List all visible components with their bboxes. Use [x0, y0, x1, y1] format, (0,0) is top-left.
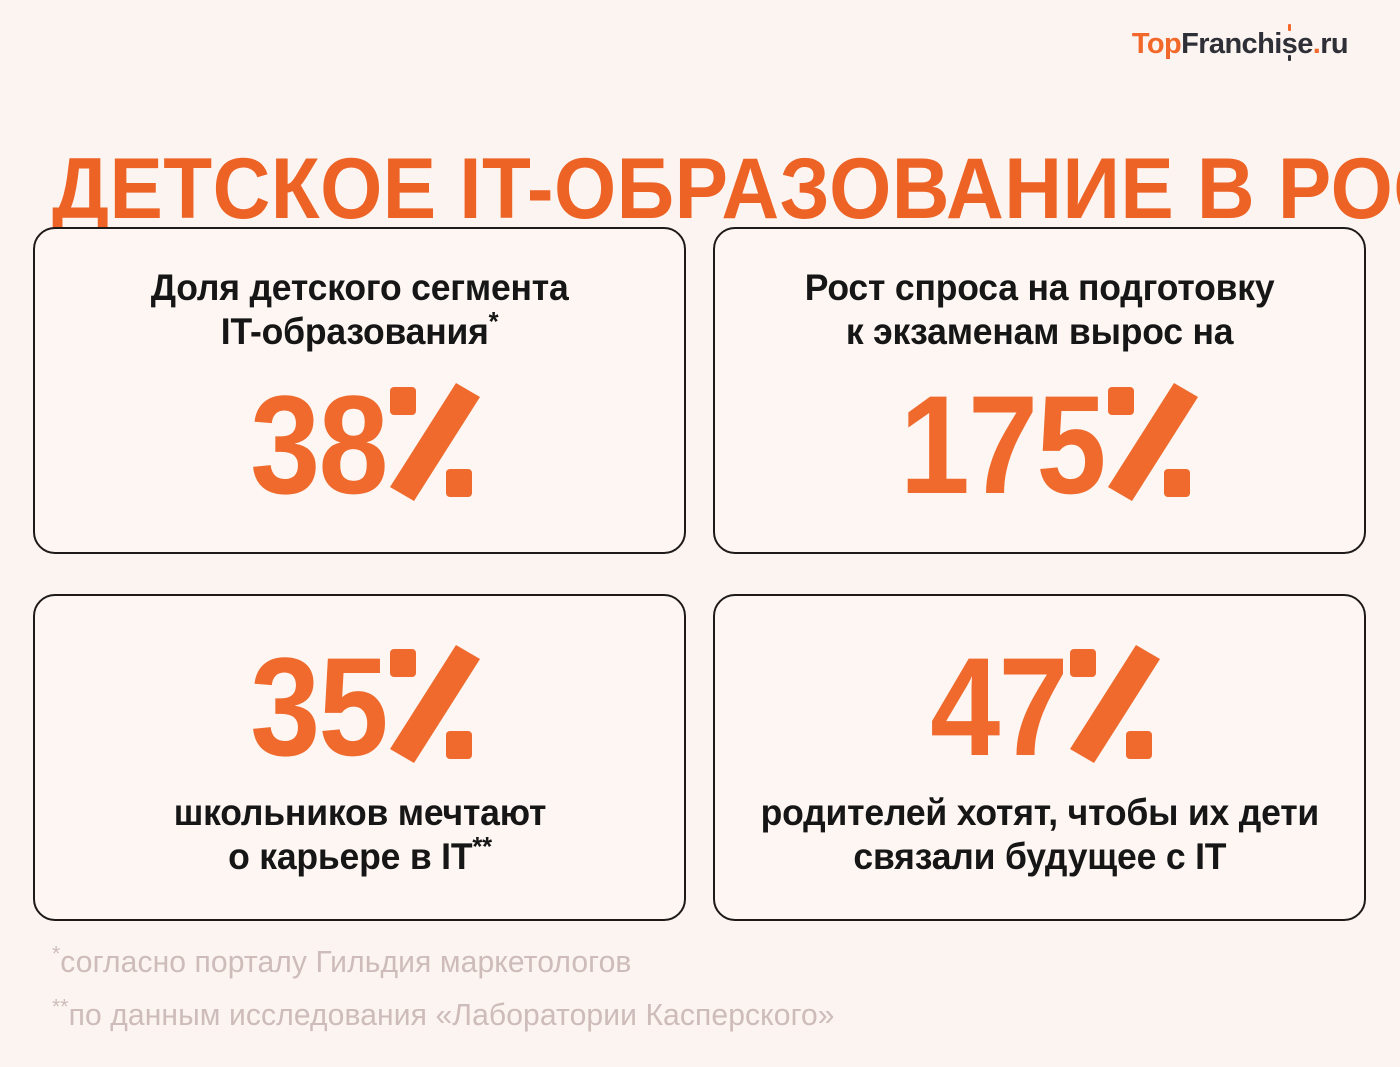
stat-label-line2: связали будущее с IT — [853, 835, 1226, 877]
stat-card-label: Доля детского сегмента IT-образования* — [151, 266, 569, 353]
stats-card-grid: Доля детского сегмента IT-образования* 3… — [33, 227, 1366, 921]
stat-label-line2: к экзаменам вырос на — [845, 310, 1234, 352]
stat-value-number: 35 — [249, 627, 388, 785]
stat-label-line1: Рост спроса на подготовку — [804, 266, 1275, 308]
stat-value-block: 175 — [877, 375, 1203, 515]
topfranchise-logo[interactable]: TopFranchise.ru — [1131, 24, 1349, 61]
percent-sign-icon — [1070, 644, 1161, 763]
footnote-marker: ** — [52, 993, 69, 1019]
stat-label-line1: Доля детского сегмента — [150, 266, 569, 308]
stat-card-label: родителей хотят, чтобы их дети связали б… — [760, 791, 1319, 878]
percent-sign-icon — [390, 644, 481, 763]
stat-value-number: 38 — [249, 366, 388, 524]
footnote-1: *согласно порталу Гильдия маркетологов — [52, 942, 1216, 979]
footnote-marker: * — [52, 940, 61, 966]
stat-label-line2: IT-образования — [220, 310, 489, 352]
footnote-text: по данным исследования «Лаборатории Касп… — [68, 997, 835, 1032]
percent-sign-icon — [390, 383, 481, 502]
stat-label-line1: родителей хотят, чтобы их дети — [760, 791, 1319, 833]
stat-card-label: школьников мечтают о карьере в IT** — [173, 791, 546, 878]
stat-value-block: 38 — [235, 375, 485, 515]
stat-card-label: Рост спроса на подготовку к экзаменам вы… — [805, 266, 1275, 353]
logo-franchi-text: Franchi — [1181, 28, 1282, 60]
logo-dollar-s-glyph: s — [1281, 24, 1298, 61]
stat-label-line2: о карьере в IT — [227, 835, 472, 877]
stat-card-share-kids-it-education: Доля детского сегмента IT-образования* 3… — [33, 227, 686, 554]
stat-card-parents-want-it-future: 47 родителей хотят, чтобы их дети связал… — [713, 594, 1366, 921]
footnote-2: **по данным исследования «Лаборатории Ка… — [52, 995, 1216, 1032]
stat-label-line1: школьников мечтают — [173, 791, 546, 833]
stat-card-exam-prep-demand-growth: Рост спроса на подготовку к экзаменам вы… — [713, 227, 1366, 554]
page-title: ДЕТСКОЕ IT-ОБРАЗОВАНИЕ В РОССИИ — [52, 140, 1400, 237]
percent-sign-icon — [1108, 383, 1199, 502]
logo-dot: . — [1312, 28, 1321, 60]
stat-value-number: 47 — [929, 627, 1068, 785]
stat-value-number: 175 — [899, 366, 1106, 524]
stat-value-block: 47 — [915, 627, 1165, 785]
stat-card-pupils-dream-it-career: 35 школьников мечтают о карьере в IT** — [33, 594, 686, 921]
stat-label-footnote-marker: * — [488, 306, 499, 337]
stat-value-block: 35 — [235, 627, 485, 785]
footnote-text: согласно порталу Гильдия маркетологов — [60, 944, 632, 979]
logo-ru-text: ru — [1320, 28, 1348, 60]
stat-label-footnote-marker: ** — [471, 831, 492, 862]
footnotes-block: *согласно порталу Гильдия маркетологов *… — [52, 942, 1252, 1052]
logo-e-text: e — [1297, 28, 1313, 60]
logo-top-text: Top — [1131, 28, 1182, 60]
